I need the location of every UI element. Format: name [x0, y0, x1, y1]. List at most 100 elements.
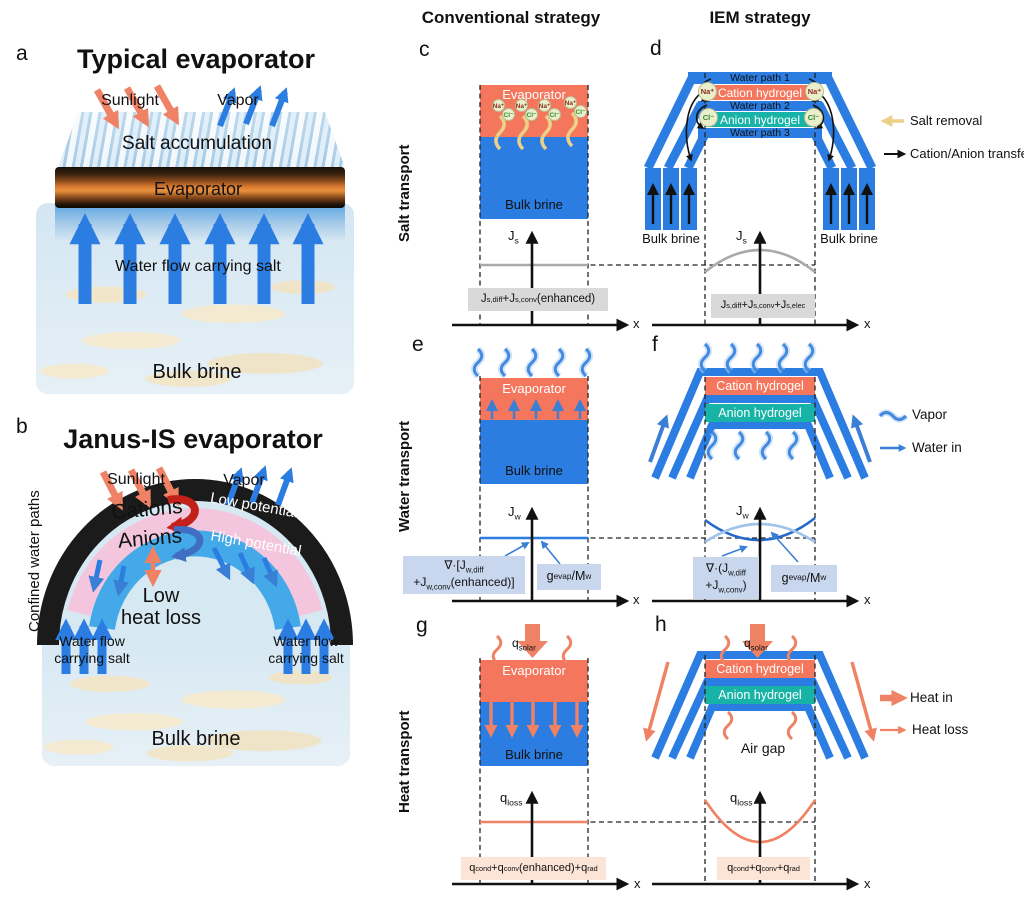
water-leg — [809, 129, 837, 171]
chloride-ion: Cl⁻ — [548, 108, 561, 121]
cation-hydrogel-label: Cation hydrogel — [716, 379, 804, 393]
panel-e-bulk-brine-box: Bulk brine — [480, 420, 588, 484]
x-axis-label: x — [864, 876, 871, 891]
panel-d-water-path-1-bar: Water path 1 — [688, 72, 832, 84]
water-bridge — [686, 703, 834, 760]
label-pointer-arrow — [770, 531, 799, 563]
heat-loss-formula: q cond +q conv +q rad — [717, 857, 810, 880]
water-flux-formula-left: ∇·[Jw,diff +Jw,conv(enhanced)] — [403, 556, 525, 594]
low-heat-loss-label-line2: heat loss — [120, 607, 202, 629]
bulk-brine-label: Bulk brine — [151, 728, 241, 750]
panel-f-cation-hydrogel-bar: Cation hydrogel — [705, 377, 815, 395]
formula-line1: ∇·[Jw,diff — [444, 557, 484, 575]
panel-f-water-bridges — [651, 368, 869, 480]
formula-line1: ∇·(Jw,diff — [706, 560, 746, 578]
panel-f-pointer-arrows — [721, 531, 799, 563]
water-in-arrow — [648, 414, 669, 463]
panel-letter-h: h — [655, 613, 667, 636]
y-axis-label: Jw — [508, 504, 521, 522]
formula-line2: +Jw,conv) — [705, 578, 747, 595]
water-arrow — [261, 556, 278, 588]
y-axis-label: Js — [736, 228, 747, 246]
vapor-label: Vapor — [217, 92, 259, 109]
anions-label: Anions — [116, 524, 183, 553]
vapor-arrow — [243, 85, 263, 126]
solar-heat-in-arrow — [742, 624, 773, 658]
cation-loop-arrow — [166, 495, 199, 534]
label-pointer-arrow — [504, 542, 530, 557]
confined-water-paths-label: Confined water paths — [26, 490, 43, 632]
panel-b-ion-arrows — [166, 495, 204, 562]
water-path-1-label: Water path 1 — [730, 72, 790, 84]
panel-h-heat-loss-arrows — [643, 661, 877, 742]
cations-label: Cations — [110, 494, 184, 525]
sodium-ion: Na⁺ — [515, 99, 528, 112]
ion-transfer-arrow — [812, 104, 825, 129]
water-bridge — [686, 421, 834, 480]
panel-b-vapor-arrows — [225, 465, 294, 507]
chloride-ion: Cl⁻ — [699, 108, 718, 127]
bulk-brine-label: Bulk brine — [505, 197, 563, 212]
water-flow-label-line1: Water flow — [59, 633, 125, 649]
anion-hydrogel-label: Anion hydrogel — [719, 112, 801, 127]
sodium-ion: Na⁺ — [698, 82, 717, 101]
vapor-label: Vapor — [223, 472, 265, 489]
panel-d-water-path-2-bar: Water path 2 — [698, 100, 822, 112]
x-axis-label: x — [634, 876, 641, 891]
water-leg — [823, 76, 877, 170]
vapor-arrow — [269, 87, 289, 128]
y-axis-label: qloss — [730, 790, 753, 808]
legend-salt-removal: Salt removal — [910, 113, 983, 128]
heat-loss-arrow — [850, 661, 877, 742]
chloride-ion: Cl⁻ — [804, 108, 823, 127]
header-conventional-strategy: Conventional strategy — [421, 8, 601, 27]
water-arrow — [211, 546, 231, 581]
evaporator-label: Evaporator — [153, 179, 243, 199]
panel-h-anion-hydrogel-bar: Anion hydrogel — [705, 686, 815, 704]
cation-hydrogel-label: Cation hydrogel — [717, 85, 803, 100]
vapor-arrow — [225, 467, 244, 507]
y-axis-label: qloss — [500, 790, 523, 808]
water-arrow — [113, 565, 129, 597]
bulk-brine-label: Bulk brine — [505, 747, 563, 762]
panel-d-water-legs — [643, 76, 877, 171]
air-gap-label: Air gap — [740, 740, 786, 756]
panel-f-anion-hydrogel-bar: Anion hydrogel — [705, 404, 815, 422]
label-pointer-arrow — [540, 540, 561, 565]
water-flux-formula-right: g evap/M w — [771, 565, 837, 592]
chloride-ion: Cl⁻ — [574, 105, 587, 118]
water-flow-label: Water flow carrying salt — [115, 258, 281, 275]
sunlight-arrow — [99, 470, 124, 511]
bulk-brine-label: Bulk brine — [820, 231, 878, 246]
x-axis-label: x — [864, 316, 871, 331]
formula-line2: +Jw,conv(enhanced)] — [413, 575, 515, 592]
chloride-ion: Cl⁻ — [525, 108, 538, 121]
legend-ion-transfer: Cation/Anion transfer — [910, 146, 1024, 161]
panel-b-title: Janus-IS evaporator — [63, 424, 323, 454]
bulk-brine-label: Bulk brine — [152, 361, 242, 383]
water-bridge — [668, 678, 852, 760]
ion-transfer-arrow — [695, 104, 708, 129]
y-axis-label: Jw — [736, 503, 749, 521]
salt-accumulation-label: Salt accumulation — [122, 133, 272, 154]
y-axis-label: Js — [508, 228, 519, 246]
water-bridge — [651, 368, 869, 480]
water-leg — [815, 101, 856, 171]
ion-transfer-arrow — [685, 92, 702, 162]
evaporator-label: Evaporator — [502, 381, 566, 396]
panel-h-legend-icons — [880, 689, 908, 735]
axes — [452, 230, 860, 891]
panel-letter-f: f — [652, 333, 658, 356]
panel-letter-b: b — [16, 415, 28, 438]
sunlight-arrow — [127, 468, 152, 509]
panel-e-water-in-arrows — [486, 399, 586, 419]
panel-a-evaporator-layer — [55, 167, 345, 208]
vapor-arrow — [275, 467, 294, 507]
dome-shell — [37, 479, 353, 646]
heat-loss-arrow — [643, 661, 670, 742]
water-leg — [664, 101, 705, 171]
panel-letter-d: d — [650, 37, 662, 60]
anion-loop-arrow — [170, 526, 204, 562]
